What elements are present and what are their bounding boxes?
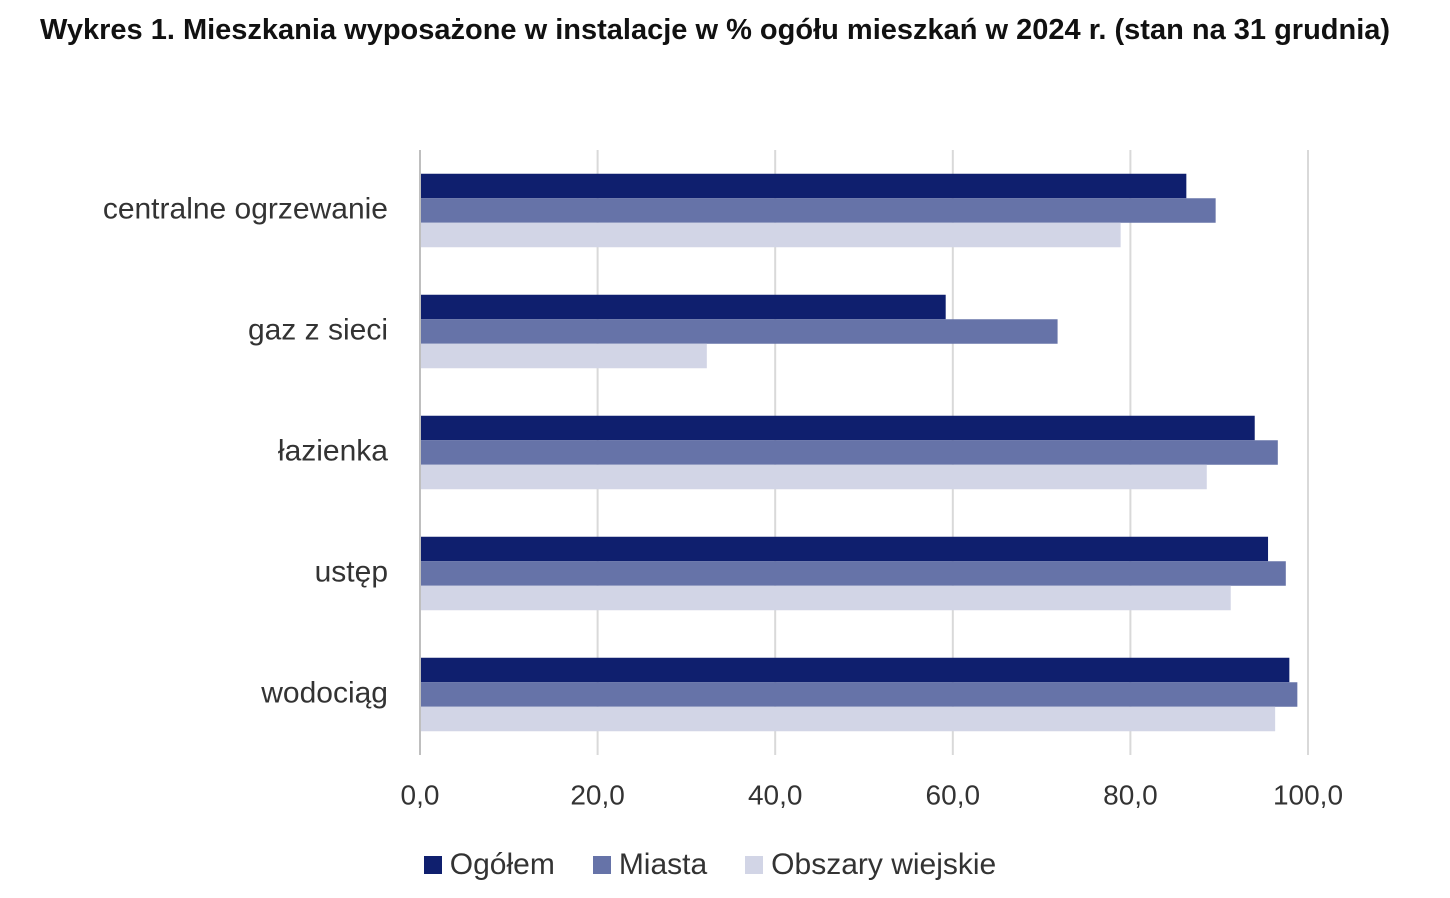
- bar: [420, 415, 1255, 441]
- bar: [420, 440, 1278, 465]
- bar: [420, 682, 1298, 707]
- y-tick-label: gaz z sieci: [248, 313, 388, 346]
- chart-title: Wykres 1. Mieszkania wyposażone w instal…: [40, 14, 1391, 46]
- x-tick-label: 60,0: [926, 779, 981, 810]
- bar: [420, 585, 1231, 611]
- y-tick-label: ustęp: [315, 555, 388, 588]
- legend-item: Obszary wiejskie: [745, 848, 996, 882]
- bar: [420, 222, 1121, 248]
- legend: Ogółem Miasta Obszary wiejskie: [0, 848, 1450, 882]
- legend-swatch: [423, 856, 442, 874]
- y-tick-label: łazienka: [278, 434, 388, 467]
- legend-label: Miasta: [618, 848, 708, 881]
- bar: [420, 294, 946, 320]
- legend-swatch: [592, 856, 611, 874]
- legend-swatch: [745, 856, 764, 874]
- x-tick-label: 40,0: [748, 779, 803, 810]
- legend-item: Miasta: [592, 848, 708, 882]
- bar: [420, 198, 1216, 223]
- x-tick-label: 100,0: [1273, 779, 1343, 810]
- x-tick-label: 0,0: [401, 779, 440, 810]
- x-tick-label: 20,0: [570, 779, 625, 810]
- bar: [420, 706, 1276, 732]
- bar: [420, 536, 1269, 562]
- bar: [420, 173, 1187, 199]
- y-tick-label: wodociąg: [260, 676, 388, 709]
- legend-label: Obszary wiejskie: [771, 848, 997, 881]
- legend-label: Ogółem: [449, 848, 555, 881]
- bar: [420, 464, 1207, 490]
- y-tick-label: centralne ogrzewanie: [103, 192, 388, 225]
- legend-item: Ogółem: [423, 848, 555, 882]
- bar: [420, 343, 707, 369]
- bar: [420, 657, 1290, 683]
- bar: [420, 319, 1058, 344]
- x-tick-label: 80,0: [1103, 779, 1158, 810]
- bar: [420, 561, 1286, 586]
